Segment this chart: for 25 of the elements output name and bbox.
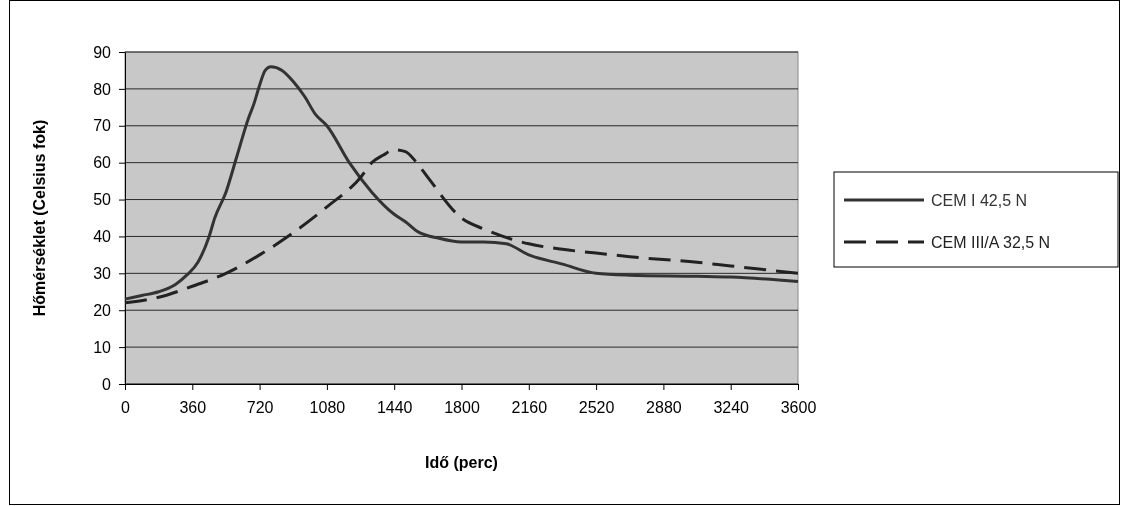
x-tick-label: 1440 bbox=[376, 399, 413, 417]
x-tick-label: 2880 bbox=[646, 399, 682, 417]
x-tick-label: 1800 bbox=[444, 399, 480, 417]
x-tick-label: 1080 bbox=[309, 399, 346, 417]
y-tick-label: 0 bbox=[102, 375, 112, 393]
x-tick-label: 3600 bbox=[780, 399, 817, 417]
y-tick-label: 60 bbox=[93, 154, 112, 172]
x-tick-label: 3240 bbox=[713, 399, 750, 417]
y-tick-label: 50 bbox=[93, 191, 112, 209]
y-tick-label: 40 bbox=[93, 228, 112, 246]
y-tick-label: 80 bbox=[93, 80, 112, 98]
x-tick-label: 0 bbox=[121, 399, 131, 417]
y-tick-label: 30 bbox=[93, 264, 112, 282]
x-axis-title: Idő (perc) bbox=[425, 454, 498, 471]
y-tick-label: 90 bbox=[93, 43, 112, 61]
legend-label: CEM III/A 32,5 N bbox=[931, 234, 1051, 251]
y-tick-label: 10 bbox=[93, 338, 112, 356]
y-tick-label: 70 bbox=[93, 117, 112, 135]
x-tick-label: 360 bbox=[179, 399, 207, 417]
x-tick-label: 2160 bbox=[511, 399, 548, 417]
x-tick-label: 720 bbox=[246, 399, 274, 417]
legend-label: CEM I 42,5 N bbox=[931, 192, 1028, 209]
y-tick-label: 20 bbox=[93, 301, 112, 319]
x-tick-label: 2520 bbox=[578, 399, 615, 417]
y-axis-title: Hőmérséklet (Celsius fok) bbox=[31, 119, 48, 317]
